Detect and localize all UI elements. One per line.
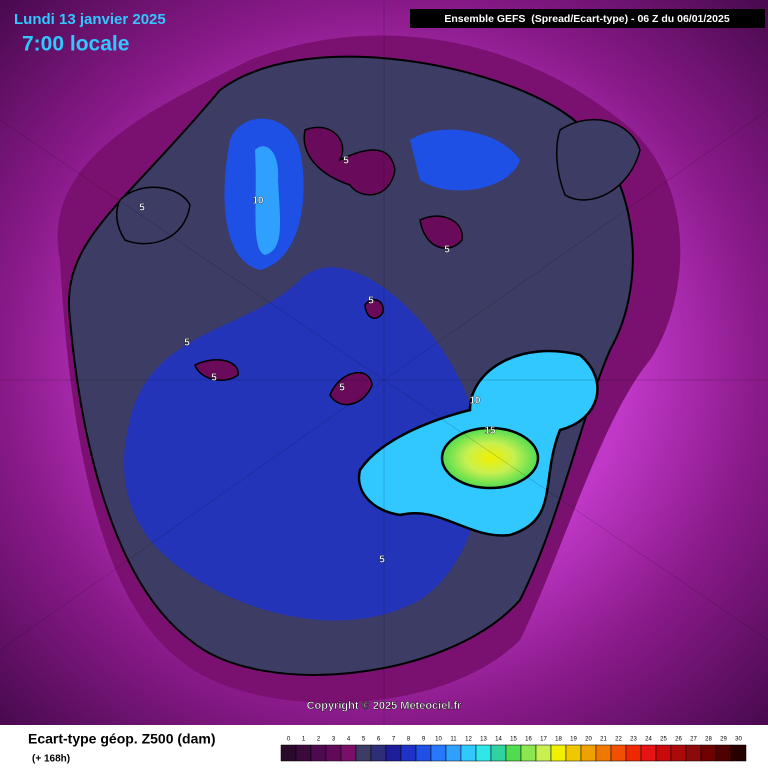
contour-label: 10 [252, 196, 264, 207]
colorbar-swatch [430, 744, 447, 762]
colorbar-swatch [685, 744, 702, 762]
colorbar-tick-label: 28 [705, 737, 712, 743]
colorbar-swatch [505, 744, 522, 762]
colorbar-swatch [310, 744, 327, 762]
colorbar-tick-label: 27 [690, 737, 697, 743]
colorbar-tick-label: 3 [332, 737, 336, 743]
legend-lead: (+ 168h) [32, 754, 70, 765]
colorbar-swatch [475, 744, 492, 762]
colorbar-tick-label: 30 [735, 737, 742, 743]
colorbar-tick-label: 25 [660, 737, 667, 743]
colorbar-swatch [280, 744, 297, 762]
time: 7:00 locale [22, 33, 129, 56]
colorbar-tick-label: 20 [585, 737, 592, 743]
colorbar-swatch [610, 744, 627, 762]
colorbar-swatch [340, 744, 357, 762]
colorbar-swatch [520, 744, 537, 762]
colorbar-tick-label: 2 [317, 737, 321, 743]
colorbar-tick-label: 26 [675, 737, 682, 743]
colorbar-swatch [655, 744, 672, 762]
colorbar-swatch [640, 744, 657, 762]
colorbar: 0 1 2 3 4 5 6 7 8 9 10 11 12 13 14 15 16 17 18 19 20 21 22 23 24… [280, 737, 747, 762]
colorbar-swatch [445, 744, 462, 762]
map [0, 0, 768, 725]
colorbar-tick-label: 8 [407, 737, 411, 743]
colorbar-tick-label: 19 [570, 737, 577, 743]
contour-labels: 10 5 5 5 5 5 5 5 10 15 5 [139, 155, 496, 566]
colorbar-swatch [535, 744, 552, 762]
colorbar-tick-label: 21 [600, 737, 607, 743]
model: Ensemble GEFS (Spread/Ecart-type) - 06 Z… [444, 13, 730, 25]
colorbar-tick-label: 0 [287, 737, 291, 743]
colorbar-swatch [370, 744, 387, 762]
colorbar-tick-label: 13 [480, 737, 487, 743]
model-box [410, 9, 765, 28]
colorbar-swatch [700, 744, 717, 762]
colorbar-tick-label: 29 [720, 737, 727, 743]
colorbar-tick-label: 11 [450, 737, 457, 743]
colorbar-tick-label: 4 [347, 737, 351, 743]
colorbar-swatch [595, 744, 612, 762]
date: Lundi 13 janvier 2025 [14, 11, 166, 28]
colorbar-tick-label: 10 [435, 737, 442, 743]
colorbar-swatch [400, 744, 417, 762]
contour-label: 5 [444, 245, 450, 256]
colorbar-swatch [295, 744, 312, 762]
colorbar-tick-label: 14 [495, 737, 502, 743]
contour-label: 5 [339, 383, 345, 394]
colorbar-swatch [625, 744, 642, 762]
contour-label: 5 [139, 203, 145, 214]
colorbar-tick-label: 23 [630, 737, 637, 743]
contour-label: 5 [343, 156, 349, 167]
contour-label: 5 [184, 338, 190, 349]
colorbar-tick-label: 15 [510, 737, 517, 743]
colorbar-tick-label: 6 [377, 737, 381, 743]
colorbar-tick-label: 12 [465, 737, 472, 743]
colorbar-tick-label: 5 [362, 737, 366, 743]
colorbar-swatch [715, 744, 732, 762]
contour-label: 10 [469, 396, 481, 407]
colorbar-swatch [550, 744, 567, 762]
colorbar-tick-label: 1 [302, 737, 306, 743]
colorbar-swatch [730, 744, 747, 762]
colorbar-swatch [580, 744, 597, 762]
colorbar-tick-label: 7 [392, 737, 396, 743]
colorbar-tick-label: 9 [422, 737, 426, 743]
colorbar-tick-label: 24 [645, 737, 652, 743]
colorbar-tick-label: 17 [540, 737, 547, 743]
contour-label: 5 [368, 296, 374, 307]
contour-label: 15 [484, 426, 496, 437]
colorbar-swatch [565, 744, 582, 762]
colorbar-tick-label: 18 [555, 737, 562, 743]
colorbar-swatch [460, 744, 477, 762]
colorbar-swatch [415, 744, 432, 762]
colorbar-swatch [355, 744, 372, 762]
copyright: Copyright © 2025 Meteociel.fr [307, 700, 463, 712]
colorbar-tick-label: 16 [525, 737, 532, 743]
colorbar-swatch [490, 744, 507, 762]
colorbar-tick-label: 22 [615, 737, 622, 743]
contour-label: 5 [211, 373, 217, 384]
colorbar-swatch [385, 744, 402, 762]
legend-title: Ecart-type géop. Z500 (dam) [28, 731, 216, 747]
colorbar-swatch [325, 744, 342, 762]
colorbar-swatch [670, 744, 687, 762]
contour-label: 5 [379, 555, 385, 566]
